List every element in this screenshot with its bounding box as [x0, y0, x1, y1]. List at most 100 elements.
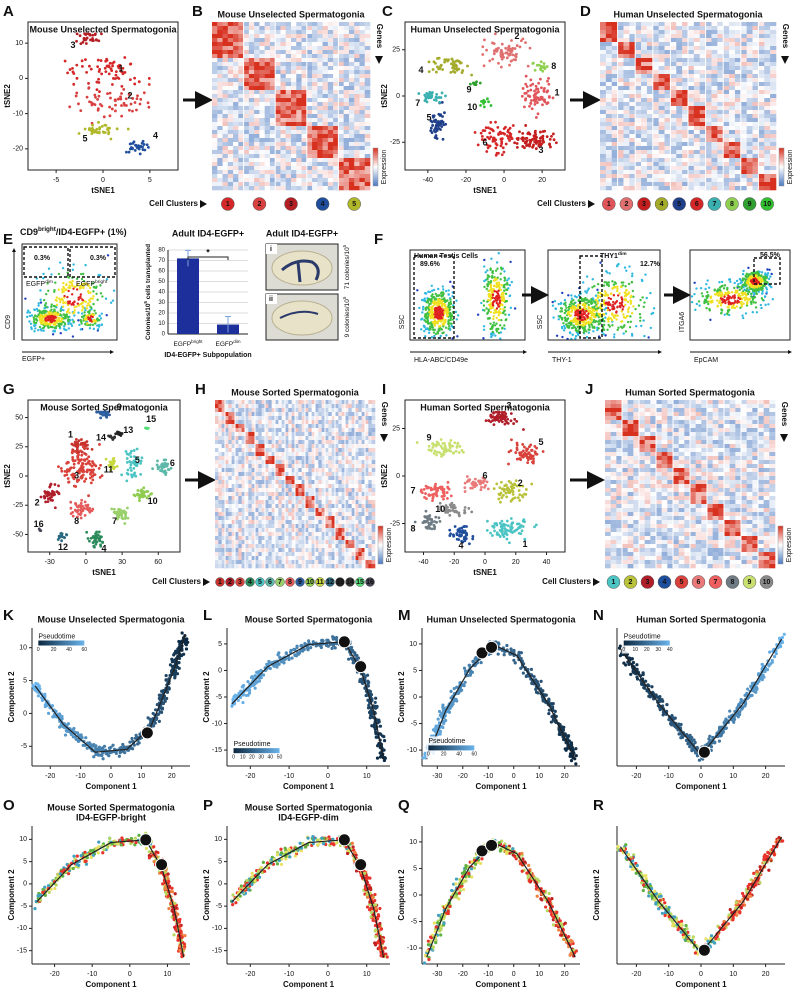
heat-cell	[670, 146, 677, 151]
cell-point	[538, 98, 542, 101]
flow-event	[65, 283, 68, 287]
cell-point	[499, 137, 503, 141]
heat-cell	[317, 70, 323, 75]
heat-cell	[348, 138, 355, 143]
flow-event	[629, 315, 632, 318]
flow-event	[59, 309, 62, 313]
heat-cell	[296, 30, 302, 35]
heat-cell	[317, 78, 323, 83]
y-tick-label: -10	[13, 110, 23, 117]
heat-cell	[227, 130, 234, 135]
heat-cell	[227, 26, 234, 31]
heat-cell	[264, 166, 271, 171]
heat-cell	[296, 130, 302, 135]
heat-cell	[264, 142, 271, 147]
flow-event	[85, 318, 88, 321]
heat-cell	[740, 114, 747, 119]
heat-cell	[317, 118, 323, 123]
heat-cell	[617, 70, 624, 75]
flow-event	[491, 276, 494, 279]
heat-cell	[238, 122, 244, 127]
heat-cell	[301, 170, 308, 175]
heat-cell	[740, 130, 747, 135]
heat-cell	[734, 122, 742, 127]
heat-cell	[658, 34, 665, 39]
heat-cell	[641, 42, 648, 47]
heat-cell	[717, 86, 724, 91]
heat-cell	[682, 134, 689, 139]
heat-cell	[254, 46, 260, 51]
flow-event	[561, 335, 564, 339]
heat-cell	[664, 158, 671, 163]
heat-cell	[693, 38, 701, 43]
heat-cell	[676, 50, 683, 55]
heat-cell	[312, 70, 318, 75]
heat-cell	[312, 138, 318, 143]
cell-point	[97, 39, 101, 43]
flow-event	[587, 331, 591, 334]
heat-cell	[269, 138, 276, 143]
heat-cell	[723, 134, 730, 139]
heat-cell	[238, 178, 244, 183]
flow-event	[487, 283, 490, 286]
heat-cell	[322, 90, 329, 95]
heat-cell	[248, 74, 255, 79]
heat-cell	[227, 50, 234, 55]
heat-cell	[699, 178, 706, 183]
flow-event	[432, 331, 436, 334]
heat-cell	[269, 162, 276, 167]
flow-event	[632, 305, 635, 308]
heat-cell	[354, 162, 360, 167]
heat-cell	[635, 86, 642, 91]
heat-cell	[723, 182, 730, 187]
flow-event	[56, 313, 59, 317]
heat-cell	[705, 146, 712, 151]
heat-cell	[764, 74, 771, 79]
heat-cell	[740, 54, 747, 59]
flow-event	[30, 314, 34, 317]
heat-cell	[734, 70, 742, 75]
cell-point	[534, 139, 538, 143]
cell-point	[443, 60, 447, 64]
heat-cell	[717, 54, 724, 59]
heat-cell	[770, 70, 777, 75]
heat-cell	[348, 62, 355, 67]
heat-cell	[338, 150, 344, 155]
heat-cell	[699, 158, 706, 163]
heat-cell	[254, 158, 260, 163]
cell-point	[104, 70, 108, 74]
flow-event	[71, 318, 74, 322]
heat-cell	[259, 86, 265, 91]
heat-cell	[629, 30, 636, 35]
heat-cell	[222, 158, 229, 163]
heat-cell	[611, 66, 618, 71]
heat-cell	[688, 46, 695, 51]
cell-point	[433, 136, 437, 139]
heat-cell	[770, 26, 777, 31]
heat-cell	[348, 74, 355, 79]
flow-event	[571, 333, 574, 336]
heat-cell	[635, 174, 642, 179]
heat-cell	[711, 174, 718, 179]
heat-cell	[617, 174, 624, 179]
heat-cell	[291, 46, 297, 51]
heat-cell	[699, 26, 706, 31]
heat-cell	[617, 110, 624, 115]
heat-cell	[611, 62, 618, 67]
heat-cell	[364, 46, 371, 51]
heat-cell	[746, 38, 753, 43]
heat-cell	[364, 174, 371, 179]
flow-event	[568, 311, 571, 314]
flow-event	[638, 313, 642, 316]
heat-cell	[770, 90, 777, 95]
heat-cell	[296, 118, 302, 123]
flow-event	[582, 281, 585, 284]
cluster-label: 1	[118, 64, 123, 74]
heat-cell	[364, 106, 371, 111]
cell-point	[106, 64, 110, 68]
heat-cell	[248, 62, 255, 67]
flow-event	[62, 327, 66, 331]
heat-cell	[670, 182, 677, 187]
heat-cell	[243, 22, 250, 27]
heat-cell	[758, 154, 765, 159]
